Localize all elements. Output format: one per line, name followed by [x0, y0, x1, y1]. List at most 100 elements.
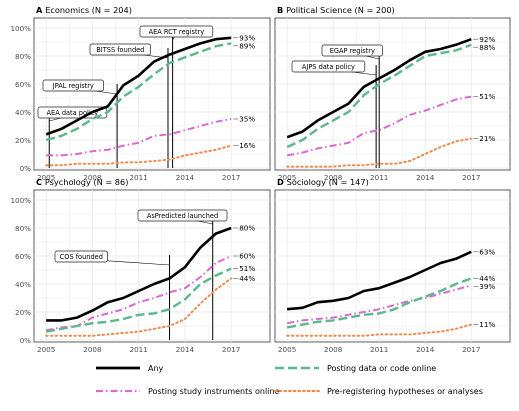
panel-title: A Economics (N = 204)	[36, 5, 132, 15]
panel-a: A Economics (N = 204) 0% 20% 40% 60% 80% 100% 2…	[10, 5, 271, 182]
annotation-label: AEA data policy	[47, 109, 99, 117]
series-line-pre-registering-hypotheses-or-analyses	[45, 144, 233, 167]
x-tick-label: 2014	[176, 345, 195, 354]
x-tick-label: 2017	[462, 345, 480, 354]
series-line-any	[286, 37, 472, 139]
annotation-jpal-registry: JPAL registry	[42, 79, 118, 168]
series-line-posting-data-or-code-online	[45, 42, 232, 142]
end-label: 44%	[479, 274, 495, 283]
annotation-box	[42, 79, 105, 92]
y-tick-label: 80%	[15, 52, 31, 61]
annotation-label: AsPredicted launched	[147, 212, 218, 220]
x-tick-label: 2017	[462, 173, 480, 182]
series-line-posting-study-instruments-online	[46, 118, 232, 157]
annotation-label: BITSS founded	[96, 46, 144, 54]
x-tick-label: 2008	[324, 345, 343, 354]
y-tick-label: 40%	[15, 108, 31, 117]
y-tick-label: 0%	[20, 336, 32, 345]
x-tick-label: 2005	[37, 345, 55, 354]
end-label: 60%	[239, 252, 255, 261]
series-line-posting-data-or-code-online	[286, 277, 472, 329]
panel-b: B Political Science (N = 200) 2005 2008 201…	[274, 5, 511, 182]
annotation-egap-registry: EGAP registry	[321, 44, 384, 168]
annotation-label: AEA RCT registry	[149, 28, 205, 36]
y-tick-label: 40%	[15, 280, 31, 289]
annotation-box	[291, 60, 366, 73]
end-label: 39%	[479, 282, 495, 291]
annotation-box	[139, 25, 214, 38]
panel-c: C Psychology (N = 86) 0% 20% 40% 60% 80% 100% 2…	[10, 177, 271, 354]
panel-frame	[274, 17, 511, 171]
x-tick-label: 2008	[83, 345, 102, 354]
x-tick-label: 2014	[416, 345, 435, 354]
annotation-box	[54, 250, 108, 263]
y-tick-label: 80%	[15, 224, 31, 233]
gridlines	[275, 190, 510, 342]
annotation-box	[89, 43, 152, 56]
end-label: 51%	[239, 264, 255, 273]
x-tick-label: 2014	[416, 173, 435, 182]
x-tick-label: 2005	[37, 173, 55, 182]
gridlines	[275, 18, 510, 170]
y-tick-label: 20%	[15, 308, 31, 317]
panel-frame	[274, 189, 511, 343]
legend-item-pre-registering-hypotheses-or-analyses: Pre-registering hypotheses or analyses	[273, 387, 483, 396]
y-tick-label: 60%	[15, 252, 31, 261]
series-line-pre-registering-hypotheses-or-analyses	[286, 323, 473, 337]
panel-d: D Sociology (N = 147) 2005 2008 2011 2014 201…	[274, 177, 511, 354]
x-tick-label: 2008	[83, 173, 102, 182]
annotation-label: AJPS data policy	[302, 63, 355, 71]
end-label: 63%	[479, 247, 495, 256]
series-line-any	[287, 250, 472, 311]
legend-item-posting-study-instruments-online: Posting study instruments online	[96, 387, 279, 396]
annotation-aspredicted-launched: AsPredicted launched	[137, 209, 228, 340]
legend-item-posting-data-or-code-online: Posting data or code online	[275, 364, 436, 373]
x-tick-label: 2017	[222, 173, 240, 182]
legend-label: Any	[148, 364, 164, 373]
series-line-posting-study-instruments-online	[286, 284, 472, 325]
annotation-label: COS founded	[60, 253, 103, 261]
annotation-box	[321, 44, 384, 57]
legend: Any Posting data or code online Posting st…	[96, 364, 483, 396]
end-label: 21%	[479, 134, 495, 143]
end-label: 92%	[479, 35, 495, 44]
x-tick-label: 2005	[278, 345, 296, 354]
x-tick-label: 2005	[278, 173, 296, 182]
x-tick-label: 2011	[130, 345, 148, 354]
panel-title: B Political Science (N = 200)	[277, 5, 395, 15]
y-tick-label: 100%	[10, 24, 31, 33]
annotation-label: EGAP registry	[330, 47, 375, 55]
series-line-any	[45, 36, 232, 136]
legend-label: Pre-registering hypotheses or analyses	[327, 387, 483, 396]
end-label: 80%	[239, 224, 255, 233]
legend-label: Posting study instruments online	[148, 387, 279, 396]
annotation-box	[137, 209, 228, 222]
x-tick-label: 2011	[370, 173, 388, 182]
annotation-aea-data-policy: AEA data policy	[37, 106, 108, 168]
end-label: 88%	[479, 43, 495, 52]
x-tick-label: 2008	[324, 173, 343, 182]
x-tick-label: 2011	[130, 173, 148, 182]
legend-item-any: Any	[96, 364, 164, 373]
series-line-posting-data-or-code-online	[45, 267, 232, 333]
y-tick-label: 20%	[15, 136, 31, 145]
x-tick-label: 2011	[370, 345, 388, 354]
end-label: 35%	[239, 115, 255, 124]
x-tick-label: 2014	[176, 173, 195, 182]
y-tick-label: 0%	[20, 164, 32, 173]
panel-title: D Sociology (N = 147)	[277, 177, 369, 187]
y-tick-label: 60%	[15, 80, 31, 89]
annotation-ajps-data-policy: AJPS data policy	[291, 60, 377, 168]
panels: A Economics (N = 204) 0% 20% 40% 60% 80% 100% 2…	[10, 5, 511, 354]
y-tick-label: 100%	[10, 196, 31, 205]
panel-title: C Psychology (N = 86)	[36, 177, 128, 187]
series-line-pre-registering-hypotheses-or-analyses	[286, 137, 473, 168]
legend-label: Posting data or code online	[327, 364, 436, 373]
annotation-bitss-founded: BITSS founded	[89, 43, 169, 168]
series-line-posting-data-or-code-online	[286, 43, 472, 149]
end-label: 11%	[479, 320, 495, 329]
x-tick-label: 2017	[222, 345, 240, 354]
end-label: 51%	[479, 92, 495, 101]
series-line-any	[46, 226, 232, 322]
